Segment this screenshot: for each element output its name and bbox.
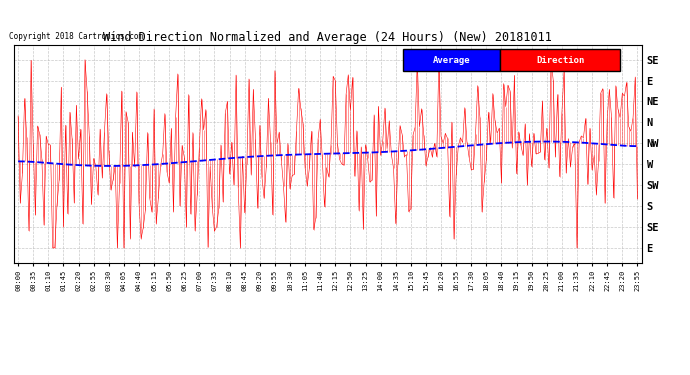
Text: Average: Average	[433, 56, 471, 65]
Title: Wind Direction Normalized and Average (24 Hours) (New) 20181011: Wind Direction Normalized and Average (2…	[104, 31, 552, 44]
FancyBboxPatch shape	[500, 50, 620, 71]
FancyBboxPatch shape	[403, 50, 500, 71]
Text: Direction: Direction	[536, 56, 584, 65]
Text: Copyright 2018 Cartronics.com: Copyright 2018 Cartronics.com	[9, 32, 143, 41]
